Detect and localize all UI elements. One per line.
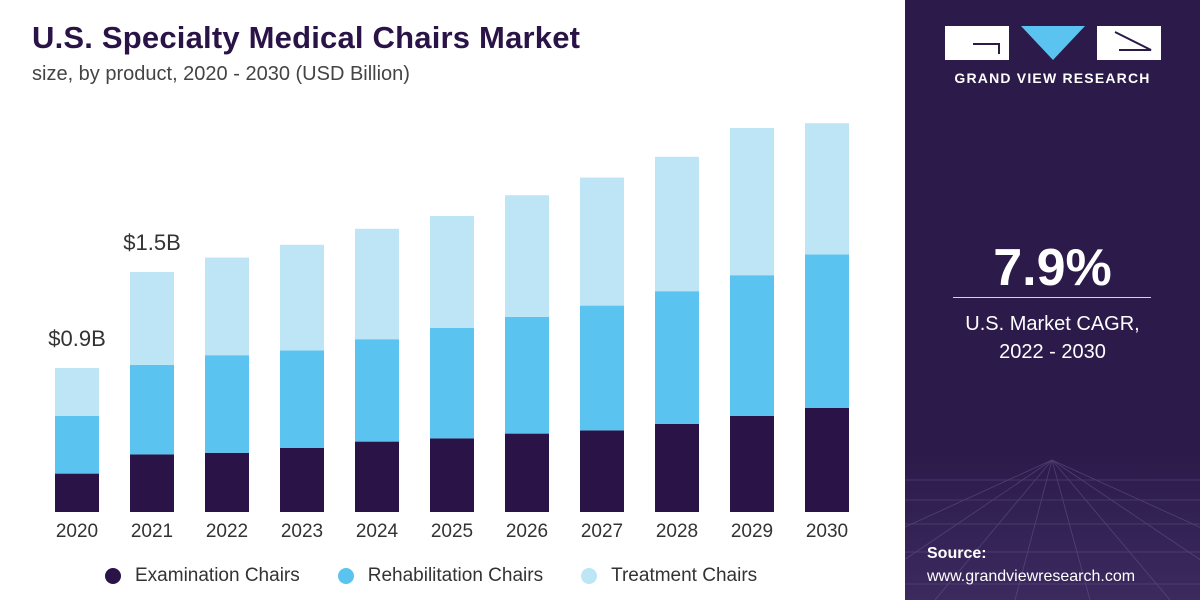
- bar-2024-treatment-chairs: [355, 228, 399, 340]
- sidebar-panel: GRAND VIEW RESEARCH 7.9% U.S. Market CAG…: [905, 0, 1200, 600]
- stacked-bar-chart: 2020 2021 2022 2023 2024 2025 2026 2027 2028 2029…: [48, 123, 849, 542]
- cagr-divider: [953, 297, 1151, 298]
- bar-2025-examination-chairs: [430, 438, 474, 512]
- cagr-value: 7.9%: [993, 239, 1112, 297]
- bar-2020-examination-chairs: [55, 473, 99, 512]
- grand-view-research-logo: [945, 26, 1161, 60]
- bar-2025-rehabilitation-chairs: [430, 328, 474, 439]
- cagr-label-line1: U.S. Market CAGR,: [965, 313, 1140, 335]
- bar-2024-examination-chairs: [355, 441, 399, 512]
- bar-2027-examination-chairs: [580, 430, 624, 512]
- x-tick-2028: 2028: [656, 521, 698, 542]
- bar-2028-examination-chairs: [655, 424, 699, 512]
- x-tick-2029: 2029: [731, 521, 773, 542]
- bar-2028-treatment-chairs: [655, 156, 699, 292]
- legend-swatch-rehabilitation: [337, 568, 354, 584]
- bar-2027-treatment-chairs: [580, 177, 624, 306]
- bar-2030-examination-chairs: [805, 408, 849, 512]
- bar-2027-rehabilitation-chairs: [580, 305, 624, 431]
- grid-floor-graphic: [905, 450, 1200, 600]
- legend-item-treatment: Treatment Chairs: [581, 565, 757, 587]
- x-tick-2025: 2025: [431, 521, 473, 542]
- legend-label-treatment: Treatment Chairs: [611, 565, 758, 586]
- bar-2022-examination-chairs: [205, 452, 249, 512]
- bar-2020-treatment-chairs: [55, 368, 99, 416]
- x-tick-2026: 2026: [506, 521, 548, 542]
- chart-subtitle: size, by product, 2020 - 2030 (USD Billi…: [32, 63, 410, 85]
- x-tick-2030: 2030: [806, 521, 848, 542]
- chart-title: U.S. Specialty Medical Chairs Market: [32, 20, 581, 55]
- bar-2021-examination-chairs: [130, 454, 174, 512]
- brand-name: GRAND VIEW RESEARCH: [954, 70, 1151, 86]
- bar-2023-treatment-chairs: [280, 244, 324, 351]
- bar-2021-rehabilitation-chairs: [130, 364, 174, 455]
- legend-swatch-examination: [105, 568, 121, 584]
- x-tick-2024: 2024: [356, 521, 399, 542]
- legend-label-rehabilitation: Rehabilitation Chairs: [367, 565, 544, 586]
- cagr-label: U.S. Market CAGR, 2022 - 2030: [905, 310, 1200, 366]
- legend-item-rehabilitation: Rehabilitation Chairs: [337, 565, 544, 587]
- bar-2023-rehabilitation-chairs: [280, 350, 324, 448]
- bar-2029-examination-chairs: [730, 416, 774, 512]
- legend-label-examination: Examination Chairs: [135, 565, 300, 586]
- x-tick-2022: 2022: [206, 521, 248, 542]
- x-tick-2027: 2027: [581, 521, 623, 542]
- bar-2022-rehabilitation-chairs: [205, 355, 249, 453]
- x-tick-2023: 2023: [281, 521, 323, 542]
- data-label-2020: $0.9B: [48, 326, 106, 351]
- chart-legend: Examination Chairs Rehabilitation Chairs…: [105, 562, 795, 590]
- bar-2028-rehabilitation-chairs: [655, 291, 699, 424]
- data-label-2021: $1.5B: [123, 230, 181, 255]
- x-tick-2021: 2021: [131, 521, 173, 542]
- bar-2026-rehabilitation-chairs: [505, 316, 549, 434]
- bar-2021-treatment-chairs: [130, 272, 174, 365]
- bar-2024-rehabilitation-chairs: [355, 339, 399, 442]
- bar-2029-rehabilitation-chairs: [730, 275, 774, 416]
- legend-item-examination: Examination Chairs: [105, 565, 300, 587]
- cagr-label-line2: 2022 - 2030: [999, 341, 1106, 363]
- source-heading: Source:: [927, 545, 987, 562]
- bar-2022-treatment-chairs: [205, 257, 249, 356]
- chart-panel: U.S. Specialty Medical Chairs Market siz…: [32, 20, 849, 590]
- legend-swatch-treatment: [581, 568, 598, 584]
- bar-2030-rehabilitation-chairs: [805, 254, 849, 408]
- bar-2025-treatment-chairs: [430, 216, 474, 328]
- bar-2026-examination-chairs: [505, 433, 549, 512]
- bar-2023-examination-chairs: [280, 448, 324, 512]
- bar-2029-treatment-chairs: [730, 128, 774, 276]
- x-tick-2020: 2020: [56, 521, 98, 542]
- bar-2020-rehabilitation-chairs: [55, 416, 99, 474]
- bar-2026-treatment-chairs: [505, 195, 549, 317]
- source-link[interactable]: www.grandviewresearch.com: [927, 568, 1136, 585]
- bar-2030-treatment-chairs: [805, 123, 849, 255]
